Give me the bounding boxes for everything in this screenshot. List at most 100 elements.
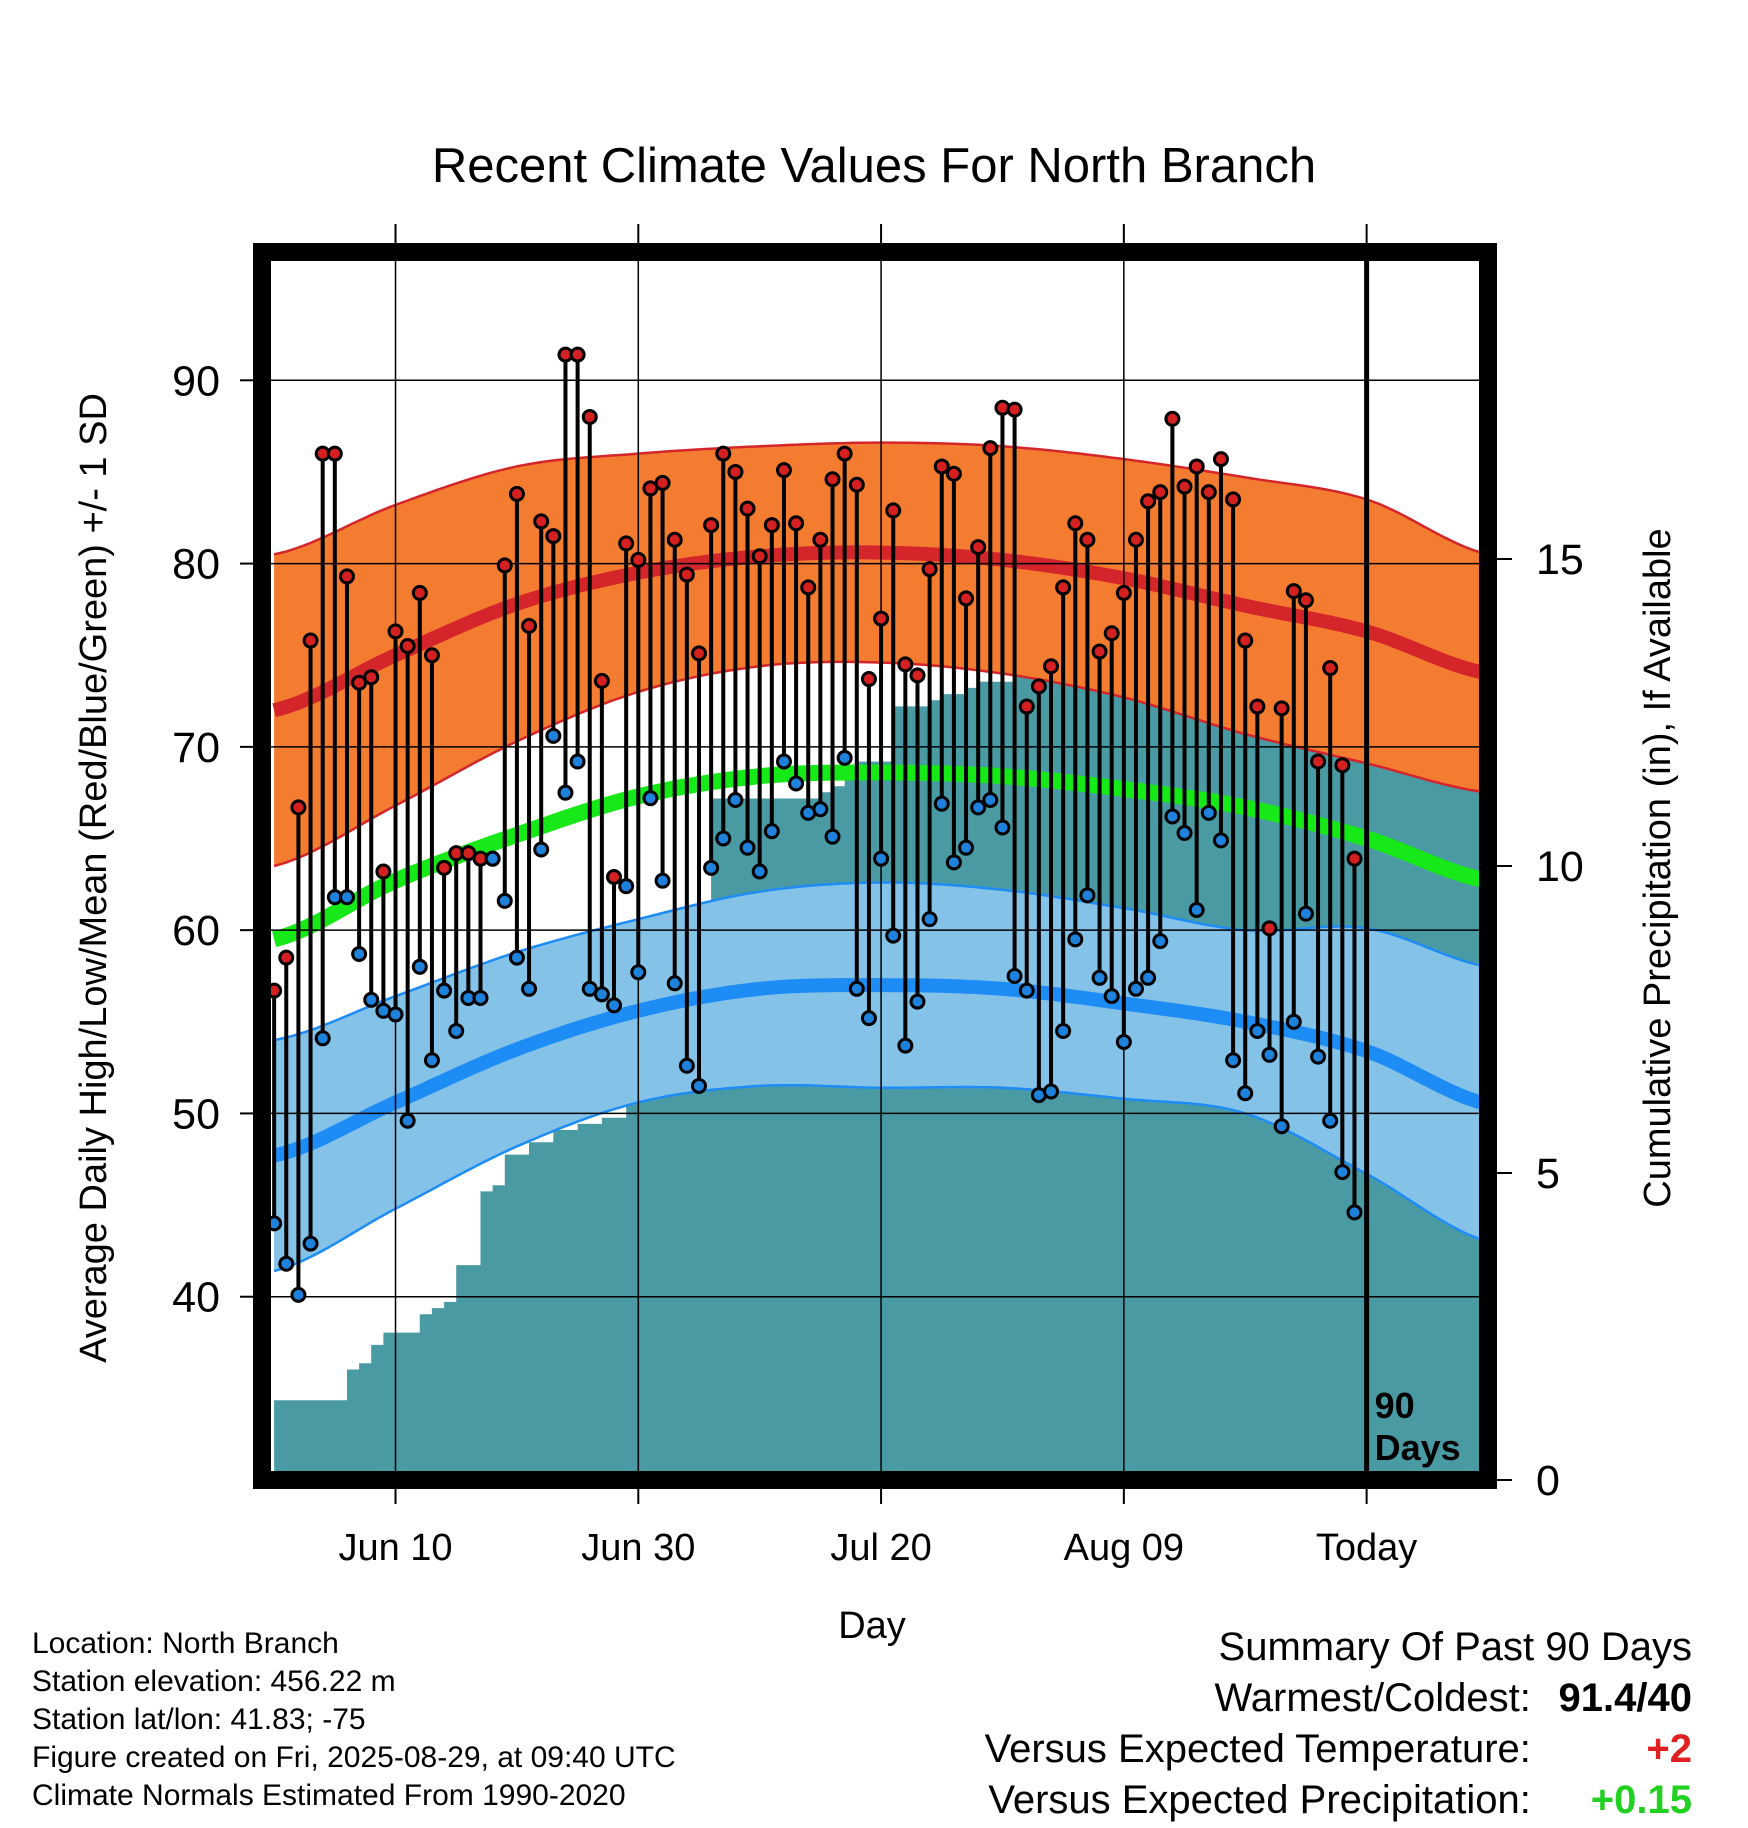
daily-high-point [860,671,877,688]
daily-low-point [521,980,538,997]
daily-high-point [666,531,683,548]
daily-low-point [812,801,829,818]
daily-high-point [885,502,902,519]
daily-high-point [1249,698,1266,715]
daily-high-point [958,590,975,607]
info-normals: Climate Normals Estimated From 1990-2020 [32,1779,626,1812]
daily-high-point [569,346,586,363]
daily-high-point [703,517,720,534]
daily-low-point [982,792,999,809]
daily-low-point [302,1235,319,1252]
daily-low-point [1140,969,1157,986]
daily-low-point [1273,1118,1290,1135]
daily-low-point [885,927,902,944]
daily-high-point [630,551,647,568]
y2-axis-label: Cumulative Precipitation (in), If Availa… [1637,528,1679,1207]
daily-high-point [326,445,343,462]
daily-low-point [472,989,489,1006]
info-elevation: Station elevation: 456.22 m [32,1665,396,1698]
daily-high-point [970,539,987,556]
daily-high-point [654,474,671,491]
daily-low-point [1055,1022,1072,1039]
daily-high-point [873,610,890,627]
daily-low-point [1285,1013,1302,1030]
summary-warm-cold: Warmest/Coldest: 91.4/40 [985,1673,1693,1724]
daily-high-point [1018,698,1035,715]
daily-high-point [1334,757,1351,774]
daily-high-point [1261,920,1278,937]
daily-high-point [848,476,865,493]
daily-high-point [1043,658,1060,675]
daily-high-point [1225,491,1242,508]
daily-high-point [618,535,635,552]
daily-high-point [1006,401,1023,418]
x-tick-label: Today [1316,1527,1417,1569]
daily-low-point [836,749,853,766]
daily-high-point [897,656,914,673]
daily-low-point [1091,969,1108,986]
daily-low-point [1225,1052,1242,1069]
daily-high-point [1346,850,1363,867]
y-tick-label: 40 [172,1274,220,1322]
x-tick-label: Jun 30 [581,1527,695,1569]
daily-low-point [314,1030,331,1047]
daily-low-point [1067,931,1084,948]
daily-low-point [399,1112,416,1129]
daily-high-point [375,863,392,880]
daily-low-point [678,1057,695,1074]
daily-low-point [387,1006,404,1023]
daily-low-point [630,964,647,981]
daily-high-point [788,515,805,532]
daily-low-point [751,863,768,880]
daily-high-point [1103,625,1120,642]
daily-high-point [423,647,440,664]
daily-low-point [1297,905,1314,922]
daily-high-point [363,669,380,686]
daily-low-point [654,872,671,889]
daily-high-point [387,623,404,640]
daily-low-point [436,982,453,999]
summary-precip: Versus Expected Precipitation: +0.15 [985,1775,1692,1826]
daily-low-point [739,839,756,856]
daily-high-point [775,462,792,479]
daily-high-point [1030,678,1047,695]
daily-high-point [302,632,319,649]
daily-high-point [690,645,707,662]
daily-low-point [484,850,501,867]
daily-low-point [593,986,610,1003]
info-created: Figure created on Fri, 2025-08-29, at 09… [32,1741,676,1774]
daily-high-point [545,528,562,545]
chart-title: Recent Climate Values For North Branch [432,139,1316,193]
x-tick-label: Jun 10 [338,1527,452,1569]
daily-high-point [1297,592,1314,609]
daily-low-point [1079,887,1096,904]
temp-label: Versus Expected Temperature: [984,1727,1531,1771]
daily-low-point [763,823,780,840]
daily-high-point [1067,515,1084,532]
daily-high-point [751,548,768,565]
daily-high-point [1188,458,1205,475]
daily-low-point [1043,1083,1060,1100]
daily-high-point [606,868,623,885]
daily-low-point [921,911,938,928]
daily-high-point [933,458,950,475]
daily-high-point [739,500,756,517]
daily-high-point [1273,700,1290,717]
daily-high-point [290,799,307,816]
daily-low-point [1006,967,1023,984]
summary-panel: Summary Of Past 90 Days Warmest/Coldest:… [985,1622,1692,1826]
daily-high-point [1055,579,1072,596]
daily-low-point [994,819,1011,836]
warm-cold-label: Warmest/Coldest: [1214,1676,1531,1720]
daily-high-point [1310,753,1327,770]
daily-high-point [1140,493,1157,510]
daily-low-point [545,727,562,744]
daily-high-point [1079,531,1096,548]
daily-high-point [1127,531,1144,548]
y2-tick-label: 15 [1536,536,1584,584]
daily-high-point [982,440,999,457]
daily-low-point [727,792,744,809]
daily-low-point [703,859,720,876]
daily-high-point [921,561,938,578]
